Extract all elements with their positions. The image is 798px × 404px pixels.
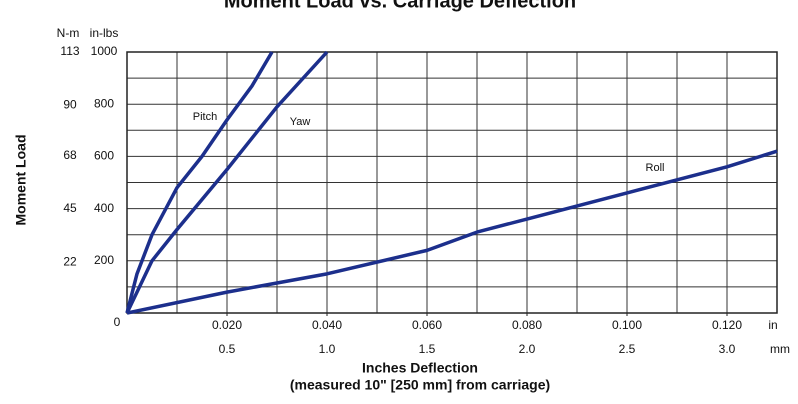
y2-tick-label: 45 — [63, 201, 77, 215]
plot-frame — [126, 51, 778, 314]
x2-unit: mm — [770, 342, 790, 356]
series-label: Roll — [646, 162, 665, 174]
y-tick-label: 600 — [94, 149, 114, 163]
chart-title: Moment Load vs. Carriage Deflection — [224, 0, 576, 12]
x2-tick-label: 1.0 — [319, 342, 336, 356]
x-tick-label: 0.060 — [412, 318, 442, 332]
y2-tick-label: 113 — [60, 44, 79, 58]
y-tick-label: 800 — [94, 96, 114, 110]
series-line — [125, 51, 274, 314]
y-unit: in-lbs — [90, 26, 119, 40]
x2-tick-label: 3.0 — [719, 342, 736, 356]
x-tick-label: 0.080 — [512, 318, 542, 332]
y-axis-title: Moment Load — [13, 135, 29, 226]
x2-tick-label: 2.0 — [519, 342, 536, 356]
x-unit: in — [768, 318, 777, 332]
x2-tick-label: 0.5 — [219, 342, 236, 356]
series-label: Yaw — [290, 116, 311, 128]
series-line — [125, 50, 329, 314]
x-tick-label: 0.020 — [212, 318, 242, 332]
x-tick-label: 0.040 — [312, 318, 342, 332]
y-tick-label: 0 — [114, 315, 121, 329]
y-tick-label: 400 — [94, 201, 114, 215]
series-line — [126, 149, 778, 315]
y2-unit: N-m — [57, 26, 80, 40]
y-tick-label: 1000 — [91, 44, 118, 58]
y2-tick-label: 22 — [63, 254, 77, 268]
x-tick-label: 0.120 — [712, 318, 742, 332]
y-tick-label: 200 — [94, 253, 114, 267]
x-tick-label: 0.100 — [612, 318, 642, 332]
y2-tick-label: 90 — [63, 97, 77, 111]
x-axis-subtitle: (measured 10" [250 mm] from carriage) — [290, 377, 550, 393]
x2-tick-label: 2.5 — [619, 342, 636, 356]
x2-tick-label: 1.5 — [419, 342, 436, 356]
series-label: Pitch — [193, 111, 217, 123]
y2-tick-label: 68 — [63, 148, 77, 162]
x-axis-title: Inches Deflection — [362, 360, 478, 376]
